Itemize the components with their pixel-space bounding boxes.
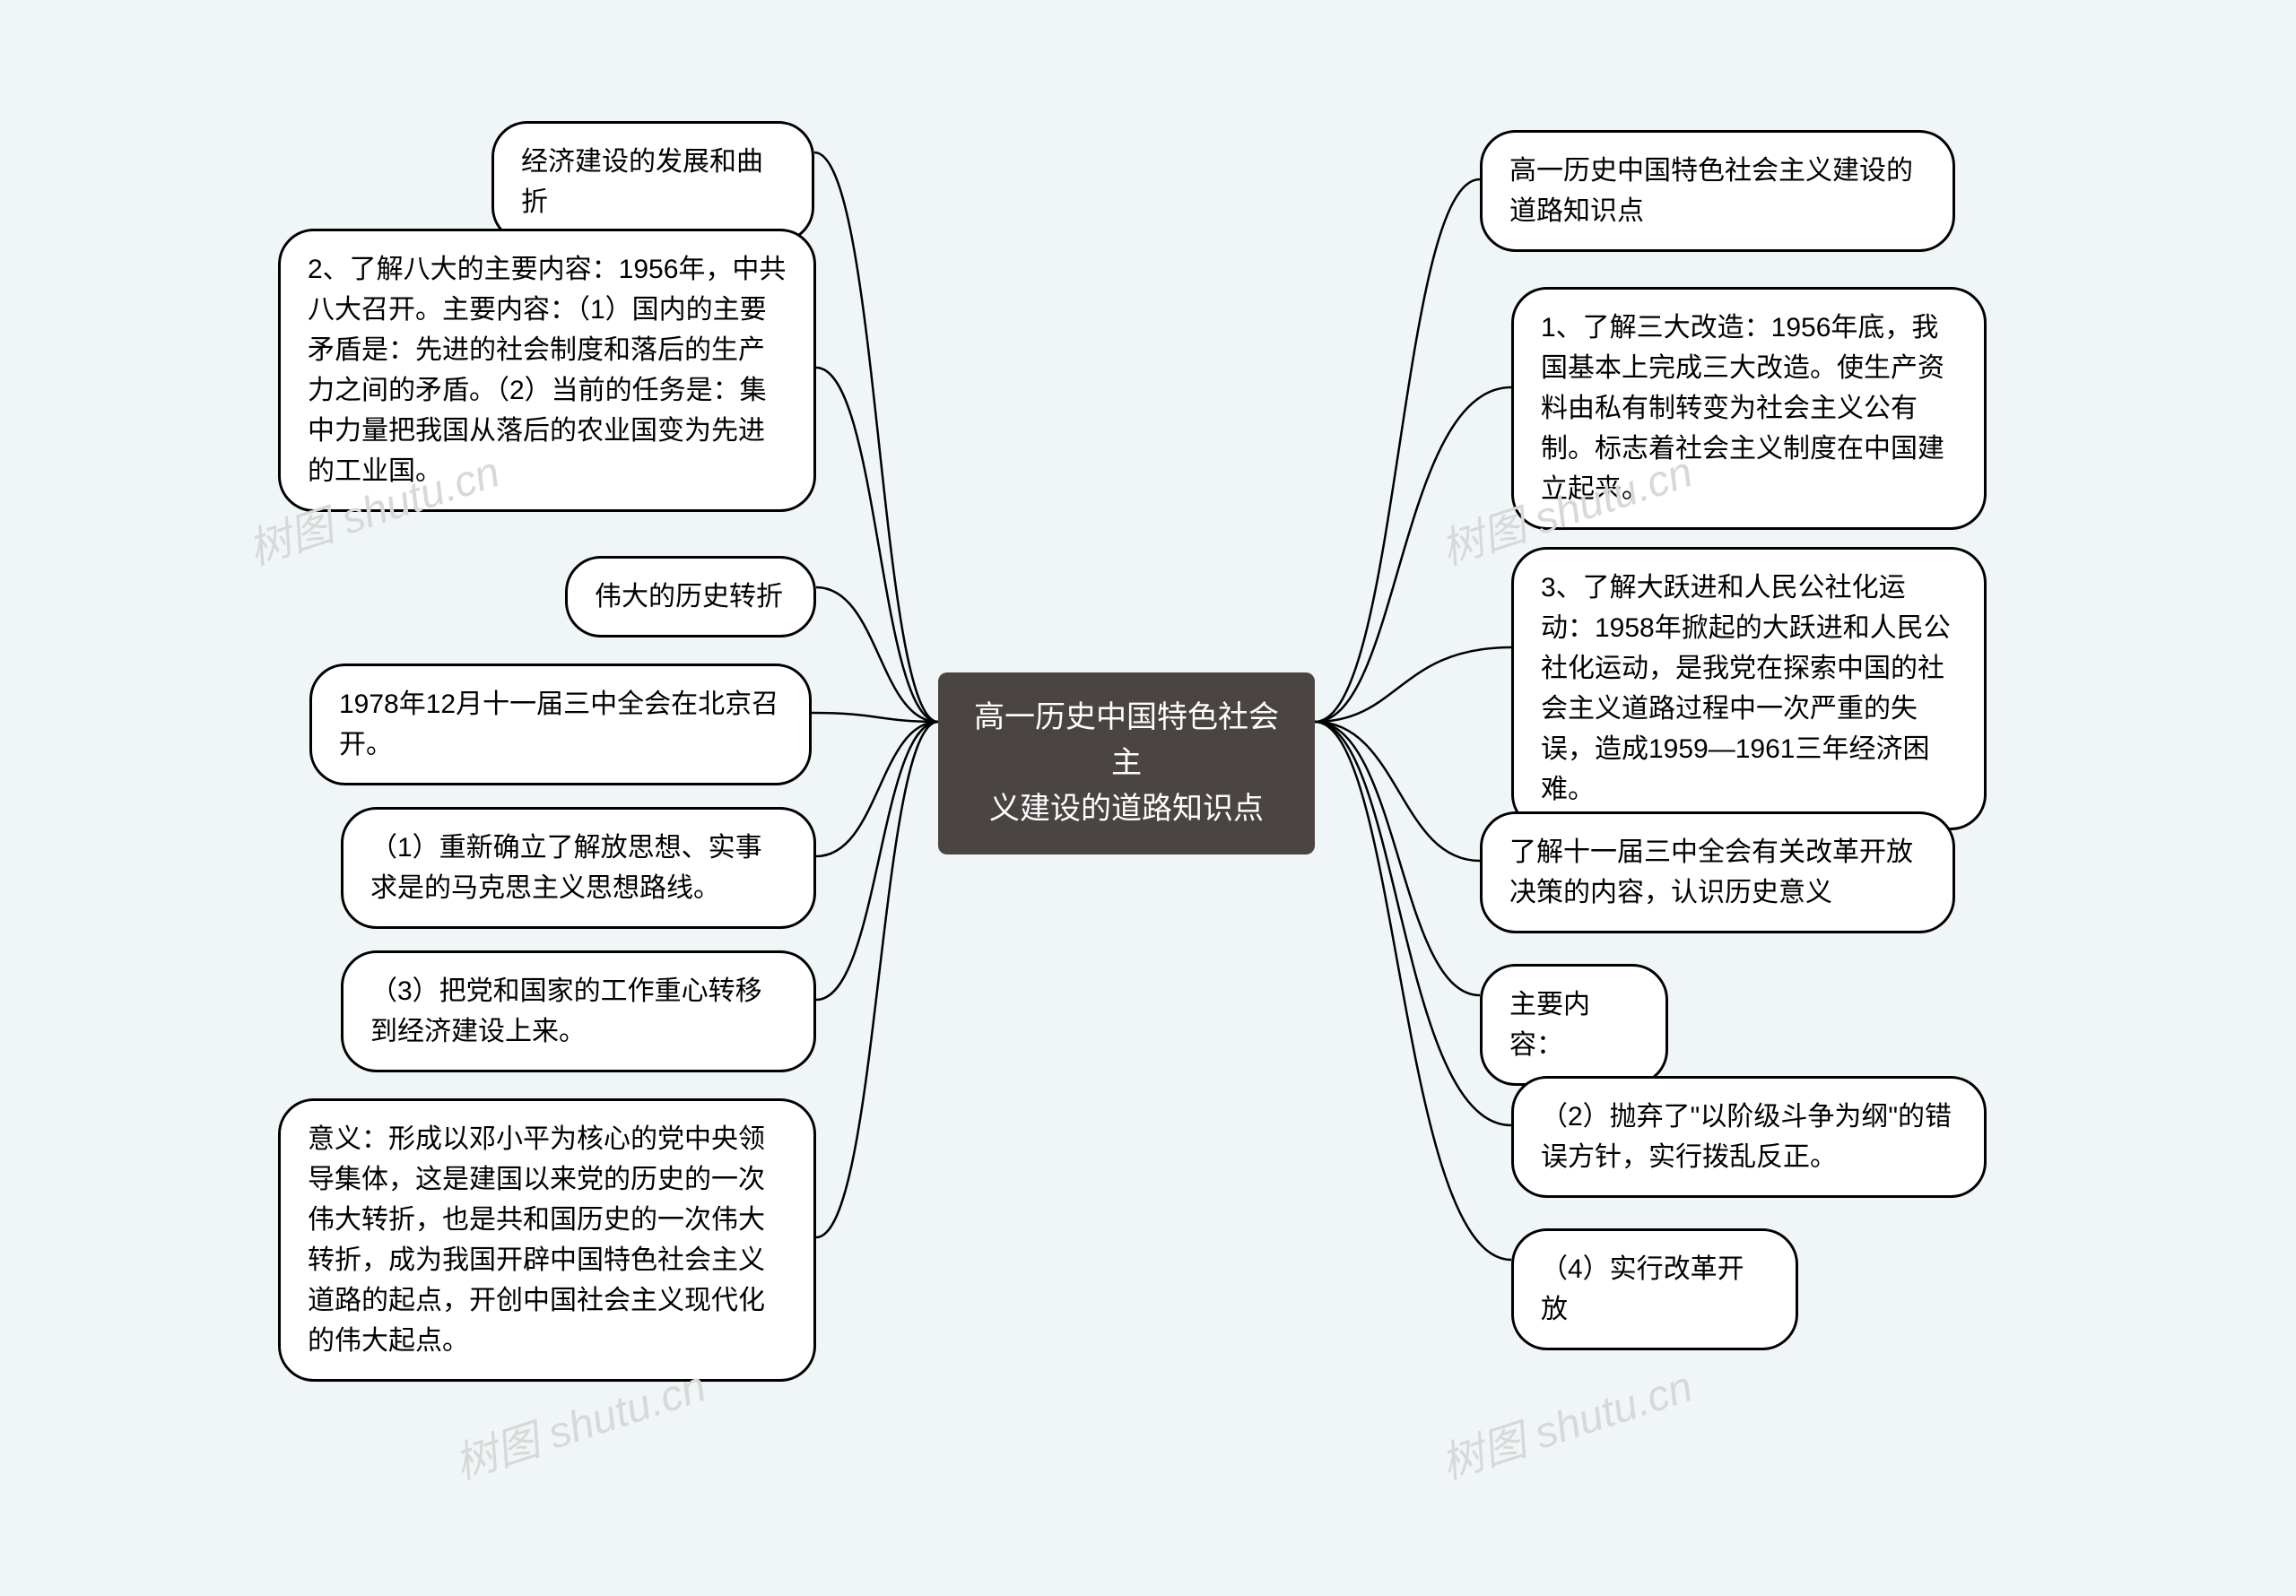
- left-node-work-focus[interactable]: （3）把党和国家的工作重心转移到经济建设上来。: [341, 950, 816, 1072]
- mindmap-canvas: 高一历史中国特色社会主义建设的道路知识点 经济建设的发展和曲折 2、了解八大的主…: [0, 0, 2296, 1596]
- left-node-economy-development[interactable]: 经济建设的发展和曲折: [491, 121, 814, 243]
- connector: [812, 713, 938, 722]
- left-node-eighth-congress[interactable]: 2、了解八大的主要内容：1956年，中共八大召开。主要内容：（1）国内的主要矛盾…: [278, 229, 816, 512]
- connector: [1315, 722, 1511, 1125]
- connector: [816, 722, 938, 1237]
- right-node-main-content[interactable]: 主要内容：: [1480, 964, 1668, 1086]
- connector: [816, 722, 938, 856]
- watermark: 树图 shutu.cn: [1431, 1351, 1699, 1491]
- right-node-great-leap[interactable]: 3、了解大跃进和人民公社化运动：1958年掀起的大跃进和人民公社化运动，是我党在…: [1511, 547, 1987, 830]
- right-node-reform-opening[interactable]: （4）实行改革开放: [1511, 1228, 1798, 1350]
- left-node-ideological-line[interactable]: （1）重新确立了解放思想、实事求是的马克思主义思想路线。: [341, 807, 816, 929]
- connector: [1315, 179, 1480, 722]
- connector: [1315, 387, 1511, 722]
- left-node-great-turning-point[interactable]: 伟大的历史转折: [565, 556, 816, 638]
- right-node-discard-class-struggle[interactable]: （2）抛弃了"以阶级斗争为纲"的错误方针，实行拨乱反正。: [1511, 1076, 1987, 1198]
- right-node-plenum-reform[interactable]: 了解十一届三中全会有关改革开放决策的内容，认识历史意义: [1480, 811, 1955, 933]
- connector: [814, 152, 938, 722]
- left-node-significance[interactable]: 意义：形成以邓小平为核心的党中央领导集体，这是建国以来党的历史的一次伟大转折，也…: [278, 1098, 816, 1382]
- connector: [1315, 722, 1480, 995]
- left-node-1978-plenum[interactable]: 1978年12月十一届三中全会在北京召开。: [309, 664, 812, 785]
- connector: [1315, 647, 1511, 722]
- connector: [816, 587, 938, 722]
- connector: [816, 722, 938, 1000]
- right-node-title-repeat[interactable]: 高一历史中国特色社会主义建设的道路知识点: [1480, 130, 1955, 252]
- center-node[interactable]: 高一历史中国特色社会主义建设的道路知识点: [938, 672, 1315, 854]
- right-node-three-transformations[interactable]: 1、了解三大改造：1956年底，我国基本上完成三大改造。使生产资料由私有制转变为…: [1511, 287, 1987, 530]
- connector: [816, 368, 938, 722]
- connector: [1315, 722, 1480, 861]
